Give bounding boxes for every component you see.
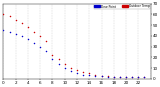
Point — [131, 76, 133, 77]
Point — [119, 76, 121, 77]
Point — [143, 76, 146, 77]
Point — [64, 67, 66, 69]
Point — [76, 70, 78, 71]
Point — [82, 72, 84, 73]
Point — [94, 74, 97, 75]
Point — [57, 59, 60, 60]
Point — [131, 76, 133, 77]
Point — [82, 74, 84, 75]
Point — [45, 41, 48, 42]
Point — [125, 76, 127, 77]
Point — [88, 74, 91, 75]
Point — [100, 75, 103, 76]
Point — [88, 73, 91, 74]
Point — [106, 76, 109, 77]
Point — [8, 16, 11, 17]
Point — [100, 75, 103, 76]
Point — [119, 76, 121, 77]
Point — [94, 75, 97, 76]
Point — [70, 67, 72, 69]
Point — [2, 30, 5, 31]
Point — [143, 76, 146, 77]
Point — [20, 35, 23, 37]
Point — [8, 31, 11, 32]
Point — [14, 19, 17, 20]
Point — [57, 63, 60, 64]
Point — [70, 71, 72, 72]
Point — [112, 76, 115, 77]
Point — [39, 35, 41, 37]
Legend: Dew Point, Outdoor Temp: Dew Point, Outdoor Temp — [94, 4, 150, 9]
Point — [137, 76, 140, 77]
Point — [45, 50, 48, 52]
Point — [137, 76, 140, 77]
Point — [33, 43, 35, 44]
Point — [112, 76, 115, 77]
Point — [27, 38, 29, 40]
Point — [27, 27, 29, 28]
Point — [51, 59, 54, 60]
Point — [51, 54, 54, 56]
Point — [2, 14, 5, 15]
Point — [20, 22, 23, 24]
Point — [76, 73, 78, 74]
Point — [125, 76, 127, 77]
Point — [64, 63, 66, 64]
Point — [39, 46, 41, 47]
Point — [106, 75, 109, 76]
Point — [14, 33, 17, 34]
Point — [33, 31, 35, 32]
